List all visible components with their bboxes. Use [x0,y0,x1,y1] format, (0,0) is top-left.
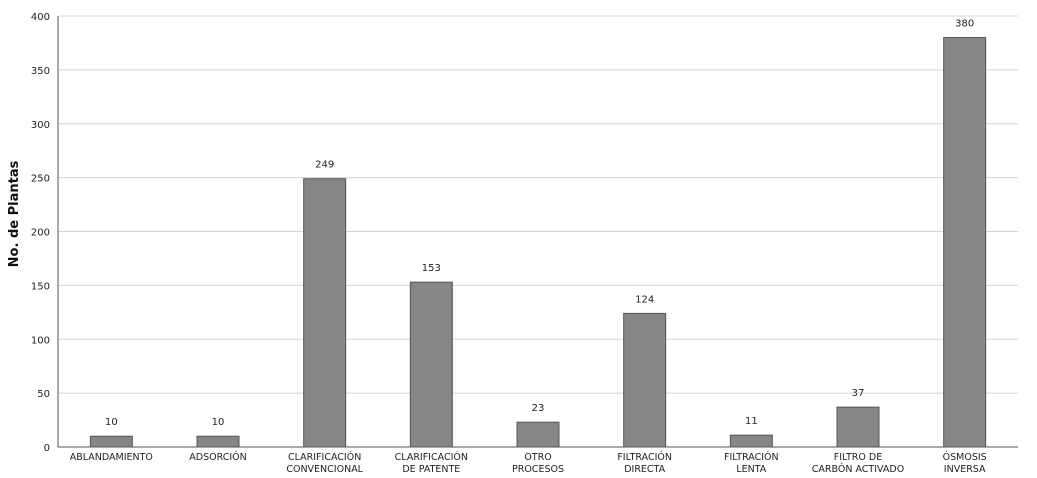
grid-lines [58,15,1018,394]
data-label: 10 [105,417,118,428]
x-tick-label: FILTRACIÓN [617,451,672,463]
y-axis-label: No. de Plantas [7,160,22,267]
x-tick-label: OTRO [524,452,551,463]
x-tick-label: FILTRACIÓN [724,451,779,463]
data-label: 23 [532,403,545,414]
bar [409,281,453,448]
bars [89,37,987,448]
bar [836,406,880,448]
x-tick-label: ÓSMOSIS [943,451,987,463]
data-label: 249 [315,160,334,171]
data-label: 153 [422,263,441,274]
y-tick-label: 400 [31,12,50,23]
bar [303,178,347,448]
data-label: 380 [955,19,974,30]
bar [943,37,987,448]
x-tick-label: CLARIFICACIÓN [395,451,468,463]
x-tick-label: FILTRO DE [834,452,882,463]
y-tick-label: 50 [37,389,50,400]
x-tick-label: CLARIFICACIÓN [288,451,361,463]
x-tick-label: LENTA [736,464,766,475]
bar [623,312,667,448]
y-tick-label: 150 [31,281,50,292]
bar [516,421,560,448]
axes [57,16,1018,448]
x-tick-label: DIRECTA [624,464,665,475]
data-label: 10 [212,417,225,428]
y-tick-label: 300 [31,120,50,131]
data-label: 37 [852,388,865,399]
x-tick-label: CONVENCIONAL [286,464,363,475]
y-tick-label: 250 [31,174,50,185]
bar [196,435,240,448]
y-tick-label: 350 [31,66,50,77]
x-tick-label: ABLANDAMIENTO [70,452,153,463]
y-tick-label: 0 [44,443,50,454]
data-labels: 10 10 249 153 23 124 11 37 380 [105,19,974,429]
data-label: 11 [745,416,758,427]
x-tick-label: ADSORCIÓN [189,451,246,463]
y-tick-label: 100 [31,335,50,346]
bar [89,435,133,448]
x-tick-label: CARBÓN ACTIVADO [812,463,904,475]
x-tick-label: PROCESOS [512,464,564,475]
bar [729,434,773,448]
x-tick-label: INVERSA [944,464,986,475]
data-label: 124 [635,294,654,305]
y-tick-label: 200 [31,228,50,239]
y-axis-ticks: 0 50 100 150 200 250 300 350 400 [31,12,50,454]
x-axis-labels: ABLANDAMIENTO ADSORCIÓN CLARIFICACIÓNCONVE… [70,451,987,475]
x-tick-label: DE PATENTE [402,464,460,475]
